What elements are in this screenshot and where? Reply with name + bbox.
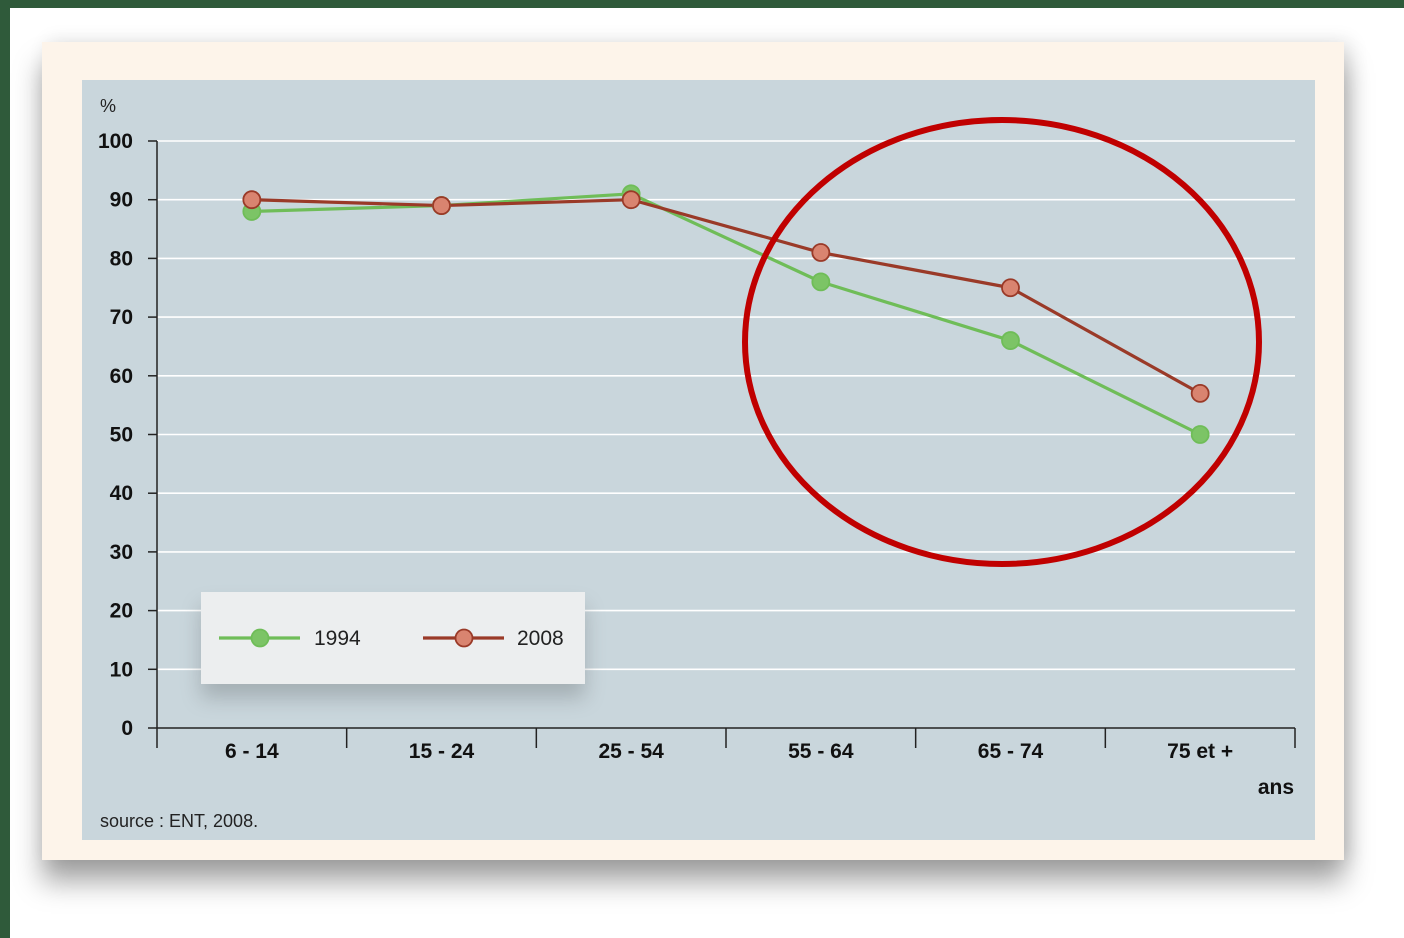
axes — [148, 140, 1296, 748]
y-tick-label-0: 0 — [121, 717, 133, 740]
series-line-1994 — [251, 192, 1201, 436]
point-1994-3 — [811, 272, 831, 292]
y-tick-label-20: 20 — [110, 600, 133, 623]
y-tick-label-30: 30 — [110, 541, 133, 564]
point-2008-4 — [1001, 278, 1020, 298]
x-tick-label-5: 75 et + — [1167, 740, 1233, 763]
y-tick-label-40: 40 — [110, 482, 133, 505]
y-tick-label-60: 60 — [110, 365, 133, 388]
source-note: source : ENT, 2008. — [100, 811, 258, 831]
legend-marker-2008 — [454, 628, 474, 648]
point-1994-4 — [1001, 331, 1020, 350]
point-2008-5 — [1190, 384, 1210, 403]
point-2008-0 — [242, 190, 262, 210]
legend-label-2008: 2008 — [517, 627, 564, 650]
gridlines — [157, 140, 1295, 671]
plot-background — [82, 80, 1315, 840]
point-2008-1 — [432, 196, 451, 215]
legend-label-1994: 1994 — [314, 627, 361, 650]
y-tick-label-80: 80 — [110, 247, 133, 270]
y-tick-label-70: 70 — [110, 306, 133, 329]
legend: 1994 2008 — [201, 592, 585, 684]
annotation-ellipse — [742, 117, 1262, 567]
y-axis-label: % — [100, 96, 116, 116]
series-group — [242, 184, 1210, 444]
y-tick-labels: 0 10 20 30 40 50 60 70 80 90 100 — [98, 130, 133, 740]
y-tick-label-100: 100 — [98, 130, 133, 153]
x-tick-label-4: 65 - 74 — [978, 740, 1044, 763]
point-2008-2 — [621, 190, 641, 210]
point-1994-5 — [1190, 425, 1210, 444]
y-tick-label-50: 50 — [110, 424, 133, 447]
x-tick-label-3: 55 - 64 — [788, 740, 854, 763]
y-tick-label-90: 90 — [110, 189, 133, 212]
legend-marker-1994 — [250, 628, 270, 648]
x-tick-label-1: 15 - 24 — [409, 740, 475, 763]
series-line-2008 — [251, 198, 1201, 395]
point-2008-3 — [811, 243, 831, 262]
x-tick-label-2: 25 - 54 — [598, 740, 664, 763]
y-tick-label-10: 10 — [110, 658, 133, 681]
x-axis-label: ans — [1258, 776, 1294, 799]
x-tick-labels: 6 - 14 15 - 24 25 - 54 55 - 64 65 - 74 75 et … — [225, 740, 1233, 763]
x-tick-label-0: 6 - 14 — [225, 740, 279, 763]
